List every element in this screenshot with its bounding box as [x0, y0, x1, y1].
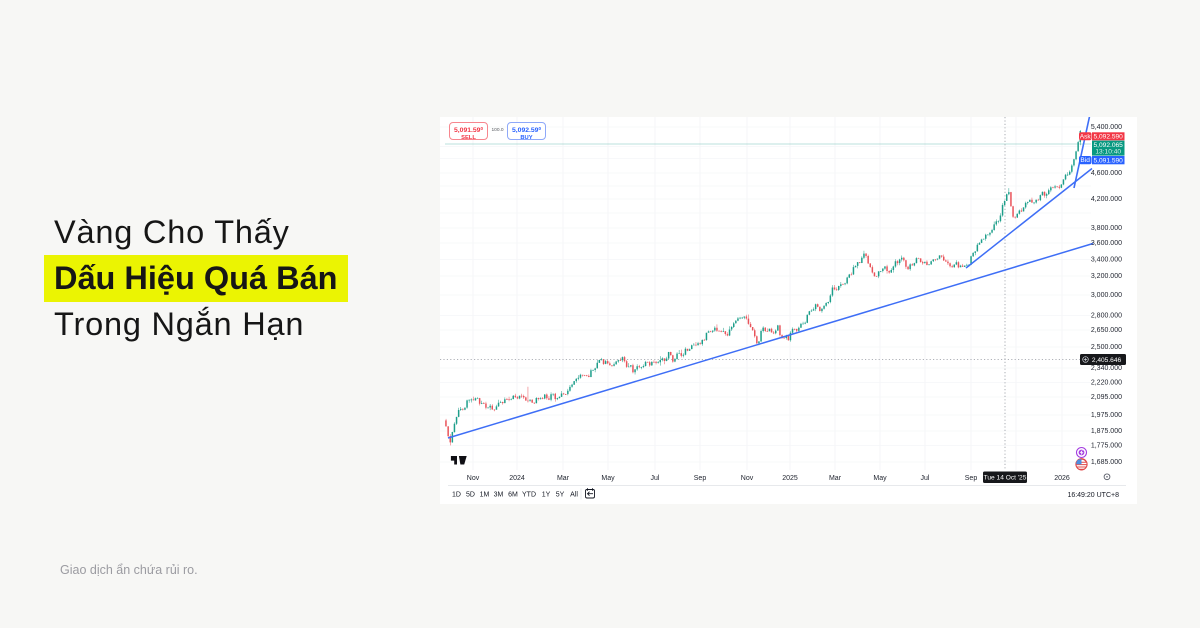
svg-text:Nov: Nov [741, 475, 754, 482]
svg-text:1M: 1M [480, 492, 490, 499]
svg-text:2,095.000: 2,095.000 [1091, 394, 1122, 401]
svg-text:1,775.000: 1,775.000 [1091, 443, 1122, 450]
svg-text:2,800.000: 2,800.000 [1091, 313, 1122, 320]
svg-text:5Y: 5Y [556, 492, 565, 499]
svg-text:2,405.646: 2,405.646 [1092, 357, 1122, 364]
svg-text:5,092.590: 5,092.590 [1094, 134, 1124, 141]
svg-text:2025: 2025 [782, 475, 798, 482]
svg-text:16:49:20 UTC+8: 16:49:20 UTC+8 [1067, 492, 1119, 499]
svg-text:Sep: Sep [694, 475, 707, 482]
svg-text:4,600.000: 4,600.000 [1091, 170, 1122, 177]
svg-text:YTD: YTD [522, 492, 536, 499]
svg-text:2,650.000: 2,650.000 [1091, 327, 1122, 334]
svg-text:2024: 2024 [509, 475, 525, 482]
svg-text:13:10:40: 13:10:40 [1095, 149, 1121, 156]
svg-text:5,091.590: 5,091.590 [1094, 157, 1124, 164]
svg-text:Jul: Jul [921, 475, 930, 482]
svg-text:May: May [601, 475, 615, 482]
svg-text:1,685.000: 1,685.000 [1091, 459, 1122, 466]
svg-text:3,400.000: 3,400.000 [1091, 257, 1122, 264]
svg-text:3,000.000: 3,000.000 [1091, 292, 1122, 299]
svg-text:2,220.000: 2,220.000 [1091, 380, 1122, 387]
svg-text:2,500.000: 2,500.000 [1091, 344, 1122, 351]
svg-text:6M: 6M [508, 492, 518, 499]
svg-text:5,400.000: 5,400.000 [1091, 124, 1122, 131]
svg-text:1D: 1D [452, 492, 461, 499]
svg-text:3,600.000: 3,600.000 [1091, 240, 1122, 247]
svg-text:Tue 14 Oct '25: Tue 14 Oct '25 [984, 475, 1027, 482]
svg-text:3M: 3M [494, 492, 504, 499]
svg-text:4,200.000: 4,200.000 [1091, 196, 1122, 203]
svg-text:5D: 5D [466, 492, 475, 499]
svg-text:May: May [873, 475, 887, 482]
svg-text:Mar: Mar [829, 475, 842, 482]
svg-text:Bid: Bid [1080, 157, 1090, 164]
svg-text:3,200.000: 3,200.000 [1091, 273, 1122, 280]
svg-text:1Y: 1Y [542, 492, 551, 499]
svg-text:1,975.000: 1,975.000 [1091, 412, 1122, 419]
svg-text:1,875.000: 1,875.000 [1091, 428, 1122, 435]
svg-text:Jul: Jul [651, 475, 660, 482]
svg-text:5,092.065: 5,092.065 [1094, 142, 1124, 149]
svg-text:Ask: Ask [1080, 133, 1092, 140]
svg-text:Sep: Sep [965, 475, 978, 482]
svg-text:Mar: Mar [557, 475, 570, 482]
svg-text:All: All [570, 492, 578, 499]
svg-text:Nov: Nov [467, 475, 480, 482]
svg-text:2026: 2026 [1054, 475, 1070, 482]
svg-text:3,800.000: 3,800.000 [1091, 225, 1122, 232]
svg-text:2,340.000: 2,340.000 [1091, 365, 1122, 372]
